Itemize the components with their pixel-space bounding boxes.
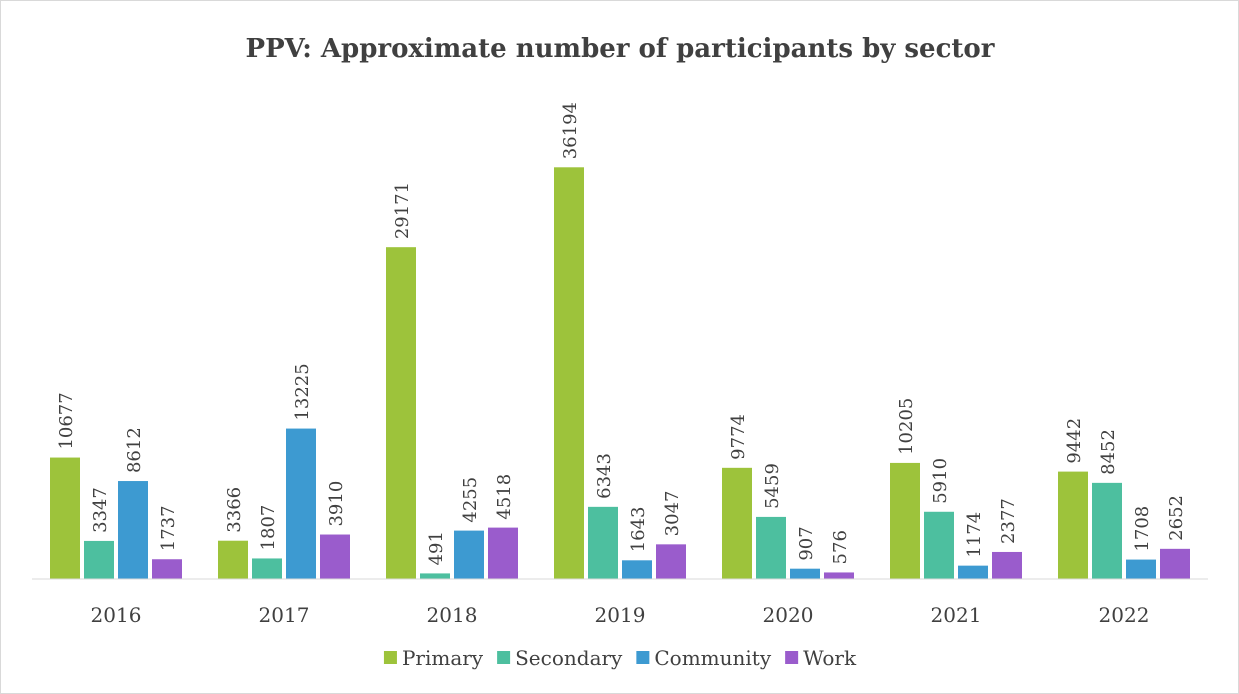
legend-swatch [636, 651, 650, 664]
bar [958, 565, 988, 579]
data-label: 2652 [1166, 495, 1187, 541]
data-label: 9774 [728, 414, 749, 460]
x-tick-label: 2019 [595, 603, 646, 627]
legend-label: Primary [402, 646, 484, 670]
bar [1058, 471, 1088, 579]
bar [756, 516, 786, 579]
data-label: 2377 [998, 498, 1019, 544]
data-label: 3366 [224, 487, 245, 533]
bar [588, 506, 618, 579]
bar [218, 540, 248, 579]
data-label: 3347 [90, 487, 111, 533]
legend-label: Secondary [515, 646, 623, 670]
bar [992, 551, 1022, 579]
data-label: 3047 [662, 491, 683, 537]
data-label: 36194 [560, 102, 581, 159]
legend-swatch [497, 651, 511, 664]
data-label: 10205 [896, 398, 917, 455]
data-label: 5459 [762, 463, 783, 509]
chart-title: PPV: Approximate number of participants … [246, 34, 995, 64]
bar [824, 572, 854, 579]
bar [656, 544, 686, 579]
bar [386, 247, 416, 579]
legend-swatch [785, 651, 799, 664]
data-label: 907 [796, 526, 817, 560]
data-label: 1708 [1132, 506, 1153, 552]
data-label: 1737 [158, 505, 179, 551]
data-label: 6343 [594, 453, 615, 499]
data-label: 1643 [628, 506, 649, 552]
bar [1160, 548, 1190, 579]
bar [488, 527, 518, 579]
legend-label: Work [803, 646, 857, 670]
x-tick-label: 2020 [763, 603, 814, 627]
bar [152, 559, 182, 579]
data-label: 4518 [494, 474, 515, 520]
bar [320, 534, 350, 579]
data-label: 3910 [326, 481, 347, 527]
bar [84, 540, 114, 579]
bar [554, 167, 584, 579]
data-label: 491 [426, 531, 447, 565]
data-label: 10677 [56, 392, 77, 449]
bar [1092, 482, 1122, 579]
data-label: 9442 [1064, 418, 1085, 464]
data-label: 8612 [124, 427, 145, 473]
bar [252, 558, 282, 579]
data-label: 1174 [964, 512, 985, 558]
legend-label: Community [654, 646, 771, 670]
bar [286, 428, 316, 579]
legend-swatch [383, 651, 397, 664]
bar [118, 481, 148, 579]
data-label: 5910 [930, 458, 951, 504]
bar [790, 568, 820, 579]
bar [890, 462, 920, 579]
bar [924, 511, 954, 579]
x-tick-label: 2017 [259, 603, 310, 627]
data-label: 576 [830, 530, 851, 564]
data-label: 1807 [258, 505, 279, 551]
bar [50, 457, 80, 579]
bar [722, 467, 752, 579]
bar [454, 530, 484, 579]
x-tick-label: 2022 [1099, 603, 1150, 627]
bar [622, 560, 652, 579]
x-tick-label: 2018 [427, 603, 478, 627]
data-label: 13225 [292, 363, 313, 420]
data-label: 8452 [1098, 429, 1119, 475]
x-tick-label: 2021 [931, 603, 982, 627]
x-tick-label: 2016 [91, 603, 142, 627]
data-label: 4255 [460, 477, 481, 523]
bar [420, 573, 450, 579]
bar [1126, 559, 1156, 579]
data-label: 29171 [392, 182, 413, 239]
